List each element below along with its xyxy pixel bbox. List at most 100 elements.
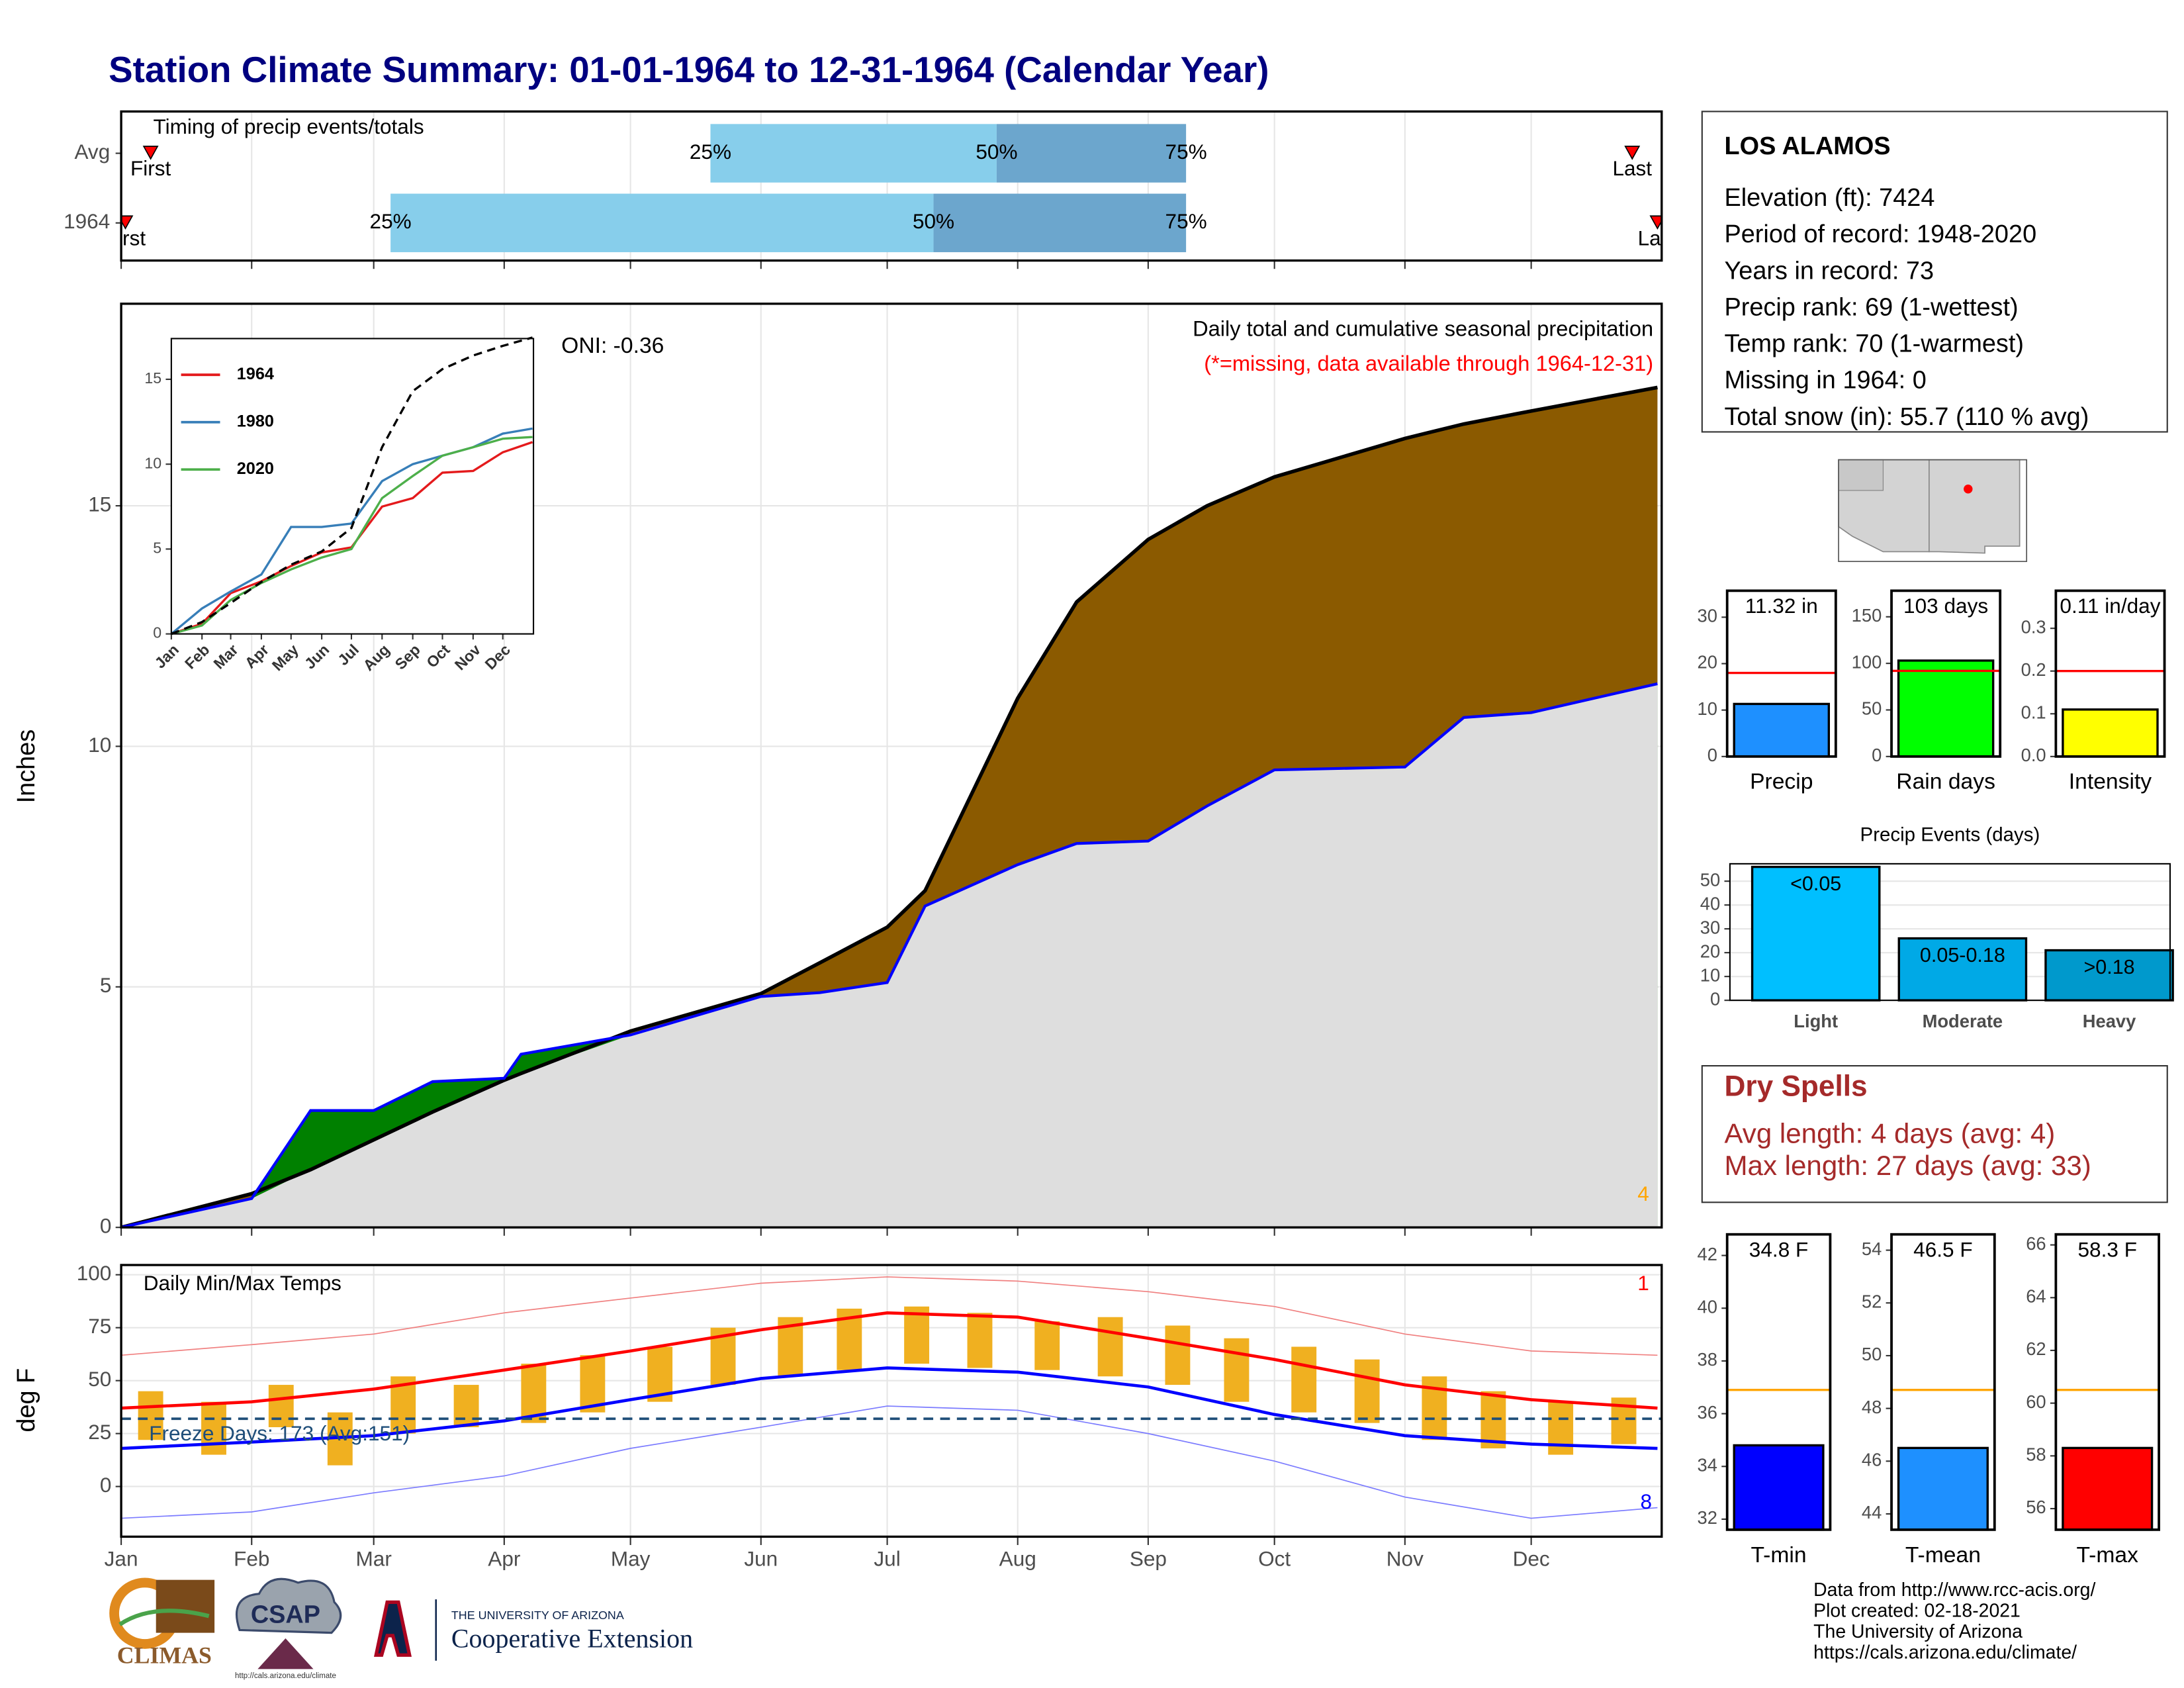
map-frame [1838, 459, 2028, 563]
y-tick-label: 30 [1698, 606, 1717, 626]
temp-marks [121, 1276, 1662, 1519]
timing-marker-label: Last [1612, 156, 1652, 180]
y-tick-label: 58 [2026, 1444, 2046, 1465]
y-tick-label: 20 [1698, 652, 1717, 673]
x-tick-label: Sep [1130, 1547, 1167, 1571]
annotation: ONI: -0.36 [561, 334, 664, 358]
x-tick-label: Heavy [2083, 1011, 2136, 1031]
chart-subtitle: (*=missing, data available through 1964-… [1204, 351, 1653, 375]
y-tick-label: 56 [2026, 1497, 2046, 1517]
bar [1897, 1446, 1989, 1531]
quartile-label: 25% [690, 140, 731, 164]
y-tick-label: 15 [144, 369, 161, 387]
y-tick-label: 48 [1862, 1397, 1882, 1417]
csap-cloud [235, 1577, 342, 1634]
map-state [1838, 459, 1884, 491]
x-tick-label: Mar [356, 1547, 392, 1571]
x-tick-label: Rain days [1896, 770, 1995, 794]
x-tick-label: Moderate [1923, 1011, 2003, 1031]
station-line: Missing in 1964: 0 [1724, 367, 1926, 395]
bar [2044, 949, 2174, 1002]
daily-range-bar [138, 1391, 163, 1440]
quartile-label: 25% [370, 209, 412, 233]
temp-line [121, 1276, 1658, 1356]
daily-range-bar [1291, 1346, 1317, 1413]
daily-range-bar [1097, 1317, 1123, 1377]
y-tick-label: 0.0 [2021, 745, 2046, 765]
station-dot [1964, 485, 1973, 494]
temp-line [121, 1405, 1658, 1519]
y-tick-label: 0 [1710, 988, 1720, 1009]
extension-text: Cooperative Extension [451, 1623, 693, 1653]
csap-url: http://cals.arizona.edu/climate [235, 1672, 336, 1680]
corner-note: 1 [1637, 1271, 1649, 1295]
x-tick-label: Intensity [2069, 770, 2152, 794]
plot-frame [120, 110, 1663, 262]
y-tick-label: 15 [88, 492, 111, 516]
bar [2062, 708, 2159, 758]
y-tick-label: Avg [74, 140, 110, 164]
x-tick-label: Feb [234, 1547, 269, 1571]
y-tick-label: 50 [1862, 698, 1882, 719]
footer-line: Data from http://www.rcc-acis.org/ [1813, 1579, 2095, 1601]
dry-spells-line: Max length: 27 days (avg: 33) [1724, 1150, 2091, 1181]
csap-logo-text: CSAP [251, 1601, 320, 1628]
y-tick-label: 0 [153, 624, 161, 641]
y-tick-label: 0.3 [2021, 616, 2046, 637]
station-name: LOS ALAMOS [1724, 132, 1890, 160]
plot-frame [2054, 1233, 2161, 1531]
legend-label: 2020 [237, 459, 274, 478]
dry-spells-line: Avg length: 4 days (avg: 4) [1724, 1117, 2055, 1149]
daily-range-bar [1165, 1325, 1191, 1385]
logos: CLIMAS CSAP http://cals.arizona.edu/clim… [109, 1577, 693, 1680]
value-label-box: 0.11 in/day [2060, 595, 2160, 619]
station-line: Total snow (in): 55.7 (110 % avg) [1724, 403, 2089, 431]
daily-range-bar [1224, 1338, 1250, 1402]
footer-line: https://cals.arizona.edu/climate/ [1813, 1642, 2077, 1664]
value-label: 34.8 F [1749, 1239, 1809, 1262]
x-tick-label: Light [1794, 1011, 1838, 1031]
y-tick-label: 50 [1862, 1344, 1882, 1364]
quartile-bar [933, 193, 1187, 252]
inset-line [171, 336, 533, 635]
legend-label: 1980 [237, 412, 274, 430]
locator-map [1838, 459, 2028, 563]
bar [1733, 702, 1831, 758]
x-tick-label: T-mean [1905, 1543, 1981, 1568]
page-title: Station Climate Summary: 01-01-1964 to 1… [109, 49, 1269, 90]
plot-frame [1890, 589, 2002, 758]
value-label-box: 46.5 F [1913, 1239, 1973, 1262]
y-tick-label: 40 [1700, 893, 1720, 914]
y-tick-label: 0.2 [2021, 659, 2046, 680]
inset-bg [171, 338, 534, 634]
y-tick-label: 0 [100, 1473, 112, 1497]
y-tick-label: 52 [1862, 1291, 1882, 1312]
chart-title: Timing of precip events/totals [154, 115, 424, 138]
y-tick-label: 64 [2026, 1286, 2046, 1307]
climas-block [156, 1579, 215, 1633]
timing-rows: 25% 50% 75% First Last 25% 50% 75% First Last [121, 124, 1662, 252]
quartile-bar [710, 124, 997, 183]
y-tick-label: 75 [88, 1314, 111, 1338]
area-fills [121, 385, 1658, 1228]
corner-note: 8 [1640, 1489, 1652, 1513]
legend-label: 1964 [237, 365, 274, 383]
inset-line [171, 436, 533, 635]
bar-label: >0.18 [2083, 956, 2134, 978]
y-axis-title: deg F [13, 1368, 40, 1432]
bar [1897, 937, 2028, 1002]
daily-range-bar [453, 1385, 479, 1428]
x-tick-label: T-max [2076, 1543, 2138, 1568]
bar-label: <0.05 [1790, 872, 1841, 895]
daily-range-bar [580, 1355, 606, 1413]
bar-label: 0.05-0.18 [1920, 944, 2005, 966]
chart-title: Daily Min/Max Temps [144, 1271, 341, 1295]
y-tick-label: 0 [1707, 745, 1717, 765]
csap-mountain [257, 1638, 314, 1669]
y-tick-label: 44 [1862, 1502, 1882, 1523]
station-line: Precip rank: 69 (1-wettest) [1724, 293, 2018, 321]
value-label-box: 58.3 F [2077, 1239, 2137, 1262]
x-tick-label: Nov [1387, 1547, 1424, 1571]
y-tick-label: 62 [2026, 1338, 2046, 1359]
